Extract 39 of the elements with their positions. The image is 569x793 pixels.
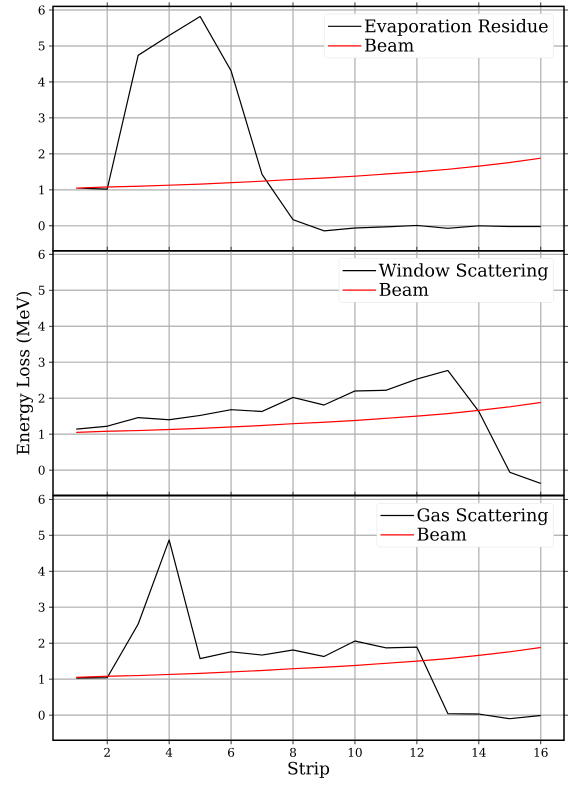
x-axis-title: Strip [288,762,330,778]
y-tick-label: 2 [38,394,44,403]
legend-label: Beam [418,528,466,541]
y-axis-title: Energy Loss (MeV) [16,292,33,454]
y-tick-label: 3 [38,113,45,122]
legend-label: Window Scattering [378,263,548,280]
y-tick-label: 1 [39,185,44,194]
y-tick-label: 4 [38,77,45,86]
line-series [76,539,542,720]
y-tick-label: 6 [38,494,45,504]
legend-label: Beam [364,38,414,52]
y-tick-label: 5 [38,42,45,50]
y-tick-label: 1 [39,430,44,439]
y-tick-label: 0 [38,710,45,720]
y-tick-label: 2 [38,149,44,158]
y-tick-label: 4 [38,566,45,576]
y-tick-label: 1 [39,674,44,684]
line-series [76,370,542,484]
x-tick-label: 4 [166,748,172,757]
y-tick-label: 0 [38,221,45,230]
x-tick-label: 10 [348,748,362,757]
x-tick-label: 14 [472,748,486,757]
legend-label: Beam [380,283,428,296]
x-tick-label: 2 [104,748,110,757]
y-tick-label: 0 [38,466,45,475]
y-tick-label: 6 [38,250,45,259]
x-tick-label: 6 [228,748,234,757]
y-tick-label: 3 [38,358,45,367]
y-tick-label: 2 [38,638,44,648]
legend-label: Gas Scattering [418,508,548,526]
legend-label: Evaporation Residue [364,18,548,36]
x-tick-label: 12 [410,748,424,757]
y-tick-label: 6 [38,5,45,15]
y-tick-label: 5 [38,286,45,295]
y-tick-label: 4 [38,322,45,331]
y-tick-label: 3 [38,602,45,612]
y-tick-label: 5 [38,530,45,540]
x-tick-label: 16 [534,748,548,757]
x-tick-label: 8 [290,748,296,757]
